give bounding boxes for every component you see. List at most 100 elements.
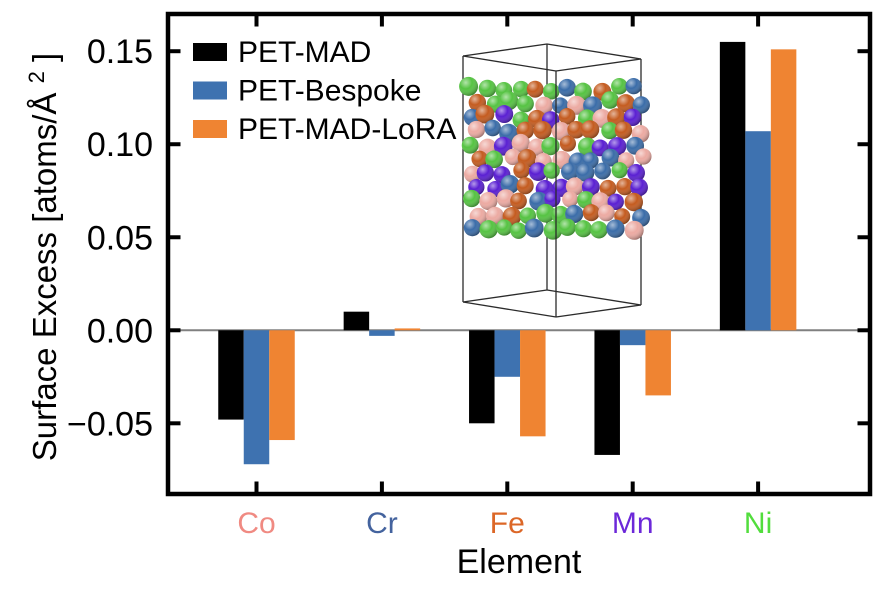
atom-sphere-shade [485,206,504,225]
atom-sphere-shade [476,164,494,182]
box-bottom-edge [555,304,642,318]
atom-sphere-shade [560,162,579,181]
y-tick-label: −0.05 [67,405,153,443]
atom-sphere-shade [500,174,520,194]
y-tick-label: 0.15 [87,33,153,71]
atom-sphere-shade [632,96,650,114]
atom-sphere-shade [616,94,635,113]
legend-label: PET-Bespoke [238,75,421,108]
atom-sphere-shade [627,164,645,182]
bar-fe-pet-bespoke [494,330,521,377]
atom-sphere-shade [597,204,615,222]
bar-cr-pet-mad-lora [394,328,421,331]
atom-sphere-shade [471,150,488,168]
atom-sphere-shade [594,162,611,180]
legend-item-pet-mad: PET-MAD [193,36,371,69]
atom-sphere-shade [580,120,600,139]
atom-sphere-shade [574,82,592,101]
box-bottom-edge [462,301,557,318]
y-axis-label-bracket: ] [26,53,63,62]
y-axis-label-superscript: 2 [24,71,49,83]
x-tick-labels: Co Cr Fe Mn Ni [237,507,772,540]
atom-sphere-shade [536,203,556,223]
box-top-edge [546,43,642,60]
legend-label: PET-MAD-LoRA [238,113,456,146]
atom-sphere-shade [459,76,479,96]
atom-sphere-shade [565,177,584,196]
atom-sphere-shade [559,135,576,152]
atom-sphere-shade [463,189,481,208]
atom-sphere-shade [606,219,625,238]
atom-sphere-shade [475,104,495,124]
atom-sphere-shade [574,220,592,238]
x-tick-label-mn: Mn [612,507,654,540]
atom-sphere-shade [558,218,576,236]
atom-sphere-shade [513,161,530,179]
atom-sphere-shade [467,120,486,139]
atom-sphere-shade [512,80,530,98]
box-top-edge [462,43,548,57]
axes-frame [165,11,873,497]
legend-swatch [193,43,227,61]
atom-sphere-shade [614,121,633,139]
atom-sphere-shade [504,148,522,166]
atom-sphere-shade [496,219,513,236]
atom-sphere-shade [535,96,553,115]
legend-label: PET-MAD [238,36,371,69]
atom-sphere-shade [623,108,642,127]
atom-sphere-shade [599,179,617,197]
x-tick-label-fe: Fe [490,507,525,540]
bar-co-pet-mad-lora [269,330,295,441]
bar-mn-pet-mad-lora [645,330,671,396]
x-tick-label-ni: Ni [744,507,772,540]
atom-sphere-shade [463,219,481,237]
atom-sphere-shade [485,150,503,169]
atom-sphere-shade [590,221,608,239]
atom-sphere-shade [562,191,579,208]
atom-sphere-shade [516,177,534,195]
atom-sphere-shade [611,162,628,179]
atom-sphere-shade [582,204,600,222]
atom-sphere-shade [565,204,584,224]
atom-sphere-shade [461,136,479,154]
atom-sphere-shade [479,220,498,239]
atom-sphere-shade [567,120,585,139]
box-bottom-edge [546,289,642,306]
legend-swatch [193,81,227,100]
atom-sphere-shade [625,77,642,95]
atom-sphere-shade [484,119,501,137]
atom-sphere-shade [543,162,560,179]
y-axis-label-text: Surface Excess [atoms/Å [26,93,63,462]
atom-sphere-shade [510,222,527,239]
x-axis-label: Element [457,543,582,581]
atom-sphere-shade [558,78,576,97]
bar-cr-pet-bespoke [369,330,395,336]
legend-item-pet-bespoke: PET-Bespoke [193,75,421,108]
atom-sphere-shade [528,162,548,181]
bar-co-pet-bespoke [243,330,270,465]
atom-sphere-shade [541,137,560,156]
atom-sphere-shade [558,108,576,125]
bar-fe-pet-mad [469,330,495,424]
bar-mn-pet-bespoke [619,330,646,346]
bars [218,41,797,465]
atom-sphere-shade [601,91,619,109]
bar-mn-pet-mad [594,330,620,455]
atom-sphere-shade [576,163,595,182]
atom-sphere-shade [607,193,624,210]
atom-sphere-shade [601,122,619,140]
atom-sphere-shade [616,178,634,196]
atom-sphere-shade [611,77,628,95]
y-tick-label: 0.05 [87,219,153,257]
atom-sphere-shade [533,120,552,140]
y-tick-labels: 0.15 0.10 0.05 0.00 −0.05 [67,33,153,443]
bar-cr-pet-mad [343,311,370,331]
atom-sphere-shade [510,192,527,210]
atom-spheres [459,76,652,240]
bar-ni-pet-mad [719,41,746,331]
atom-sphere-shade [635,148,652,165]
bar-ni-pet-bespoke [745,131,771,331]
atom-sphere-shade [524,218,544,238]
